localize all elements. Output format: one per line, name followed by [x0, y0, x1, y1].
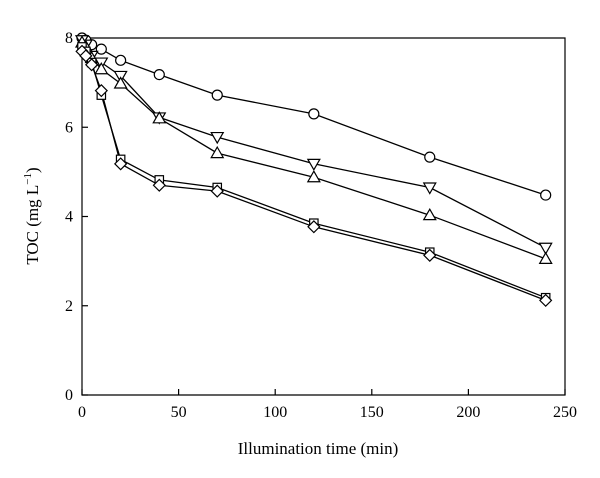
data-point-triangle-up [306, 170, 321, 183]
y-tick-label: 2 [65, 298, 73, 315]
data-point-diamond [85, 58, 99, 72]
x-tick-label: 100 [263, 404, 287, 421]
y-tick-label: 0 [65, 387, 73, 404]
y-tick-label: 4 [65, 209, 73, 226]
data-point-diamond [423, 248, 437, 262]
y-tick-label: 6 [65, 119, 73, 136]
data-point-triangle-down [422, 182, 437, 195]
y-tick-label: 8 [65, 30, 73, 47]
x-tick-label: 50 [171, 404, 187, 421]
y-axis-title-close: ) [23, 167, 42, 173]
data-point-diamond [113, 157, 128, 171]
data-point-circle [153, 68, 165, 81]
data-point-diamond [94, 84, 108, 98]
data-point-diamond [79, 49, 93, 63]
x-axis-ticks: 0 50 100 150 200 250 [78, 389, 577, 421]
data-point-circle [540, 189, 552, 201]
data-point-diamond [307, 220, 321, 234]
data-point-diamond [152, 178, 166, 192]
series-markers [74, 32, 553, 308]
data-point-diamond [210, 184, 224, 198]
x-tick-label: 0 [78, 404, 86, 421]
y-axis-ticks: 0 2 4 6 8 [65, 30, 88, 404]
data-point-triangle-down [210, 131, 225, 145]
data-point-triangle-down [538, 242, 553, 255]
data-point-triangle-up [152, 111, 167, 124]
data-point-diamond [539, 293, 553, 308]
data-point-triangle-down [306, 158, 321, 172]
x-tick-label: 200 [456, 404, 480, 421]
plot-frame [81, 37, 566, 396]
x-tick-label: 150 [360, 404, 384, 421]
data-point-triangle-up [538, 251, 553, 264]
data-point-circle [95, 43, 107, 55]
y-axis-title-superscript: −1 [22, 173, 34, 185]
y-axis-title-main: TOC (mg L [23, 185, 42, 265]
data-point-circle [424, 151, 436, 163]
y-axis-title: TOC (mg L−1) [22, 167, 42, 264]
data-point-circle [211, 89, 223, 101]
data-point-triangle-up [422, 207, 437, 221]
data-point-triangle-up [113, 76, 128, 89]
axes [81, 37, 566, 396]
data-point-circle [115, 54, 127, 66]
data-point-triangle-up [94, 62, 109, 75]
x-tick-label: 250 [553, 404, 577, 421]
data-point-circle [308, 108, 320, 120]
x-axis-title: Illumination time (min) [238, 439, 399, 458]
data-point-triangle-up [210, 145, 225, 159]
